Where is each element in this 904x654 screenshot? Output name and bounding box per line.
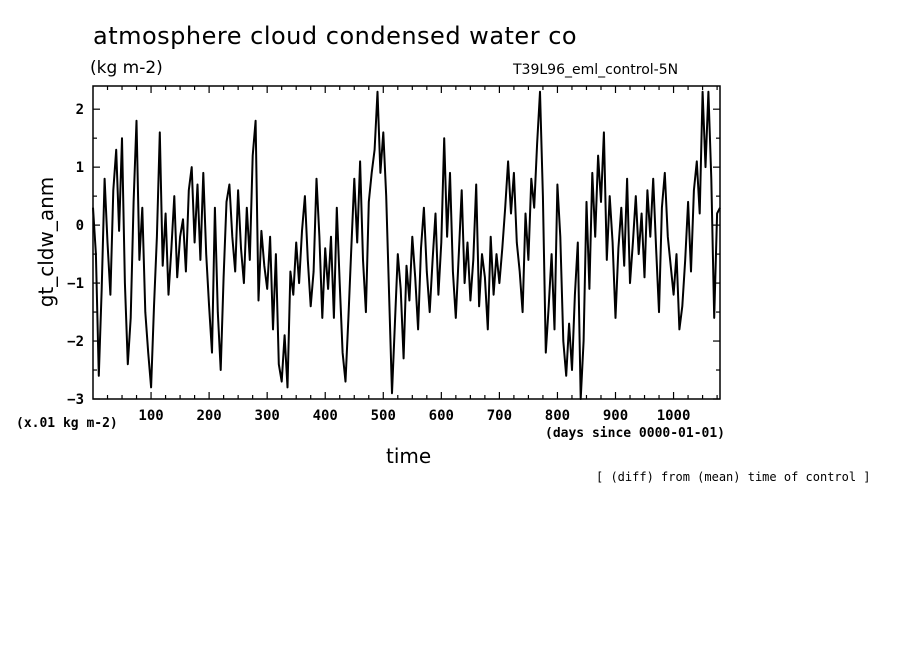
- plot-frame: [92, 85, 721, 400]
- x-axis-label: time: [386, 444, 432, 468]
- x-tick-label: 800: [545, 408, 570, 424]
- chart-title: atmosphere cloud condensed water co: [93, 22, 578, 50]
- y-axis-label: gt_cldw_anm: [34, 177, 58, 308]
- y-tick-label: 1: [76, 160, 84, 176]
- x-tick-label: 100: [138, 408, 163, 424]
- x-units-note: (days since 0000-01-01): [545, 426, 726, 441]
- x-tick-label: 600: [429, 408, 454, 424]
- y-tick-label: −3: [67, 392, 84, 408]
- x-tick-label: 200: [196, 408, 221, 424]
- run-name: T39L96_eml_control-5N: [513, 62, 679, 78]
- x-tick-label: 500: [371, 408, 396, 424]
- diff-note: [ (diff) from (mean) time of control ]: [596, 470, 871, 484]
- x-tick-label: 700: [487, 408, 512, 424]
- y-tick-label: 0: [76, 218, 84, 234]
- y-tick-label: −1: [67, 276, 84, 292]
- x-tick-label: 900: [603, 408, 628, 424]
- chart-units: (kg m-2): [90, 58, 163, 78]
- y-tick-label: 2: [76, 102, 84, 118]
- series-line-0: [92, 90, 721, 400]
- x-tick-label: 1000: [657, 408, 691, 424]
- x-tick-label: 400: [313, 408, 338, 424]
- y-scale-note: (x.01 kg m-2): [16, 416, 118, 431]
- x-tick-label: 300: [255, 408, 280, 424]
- y-tick-label: −2: [67, 334, 84, 350]
